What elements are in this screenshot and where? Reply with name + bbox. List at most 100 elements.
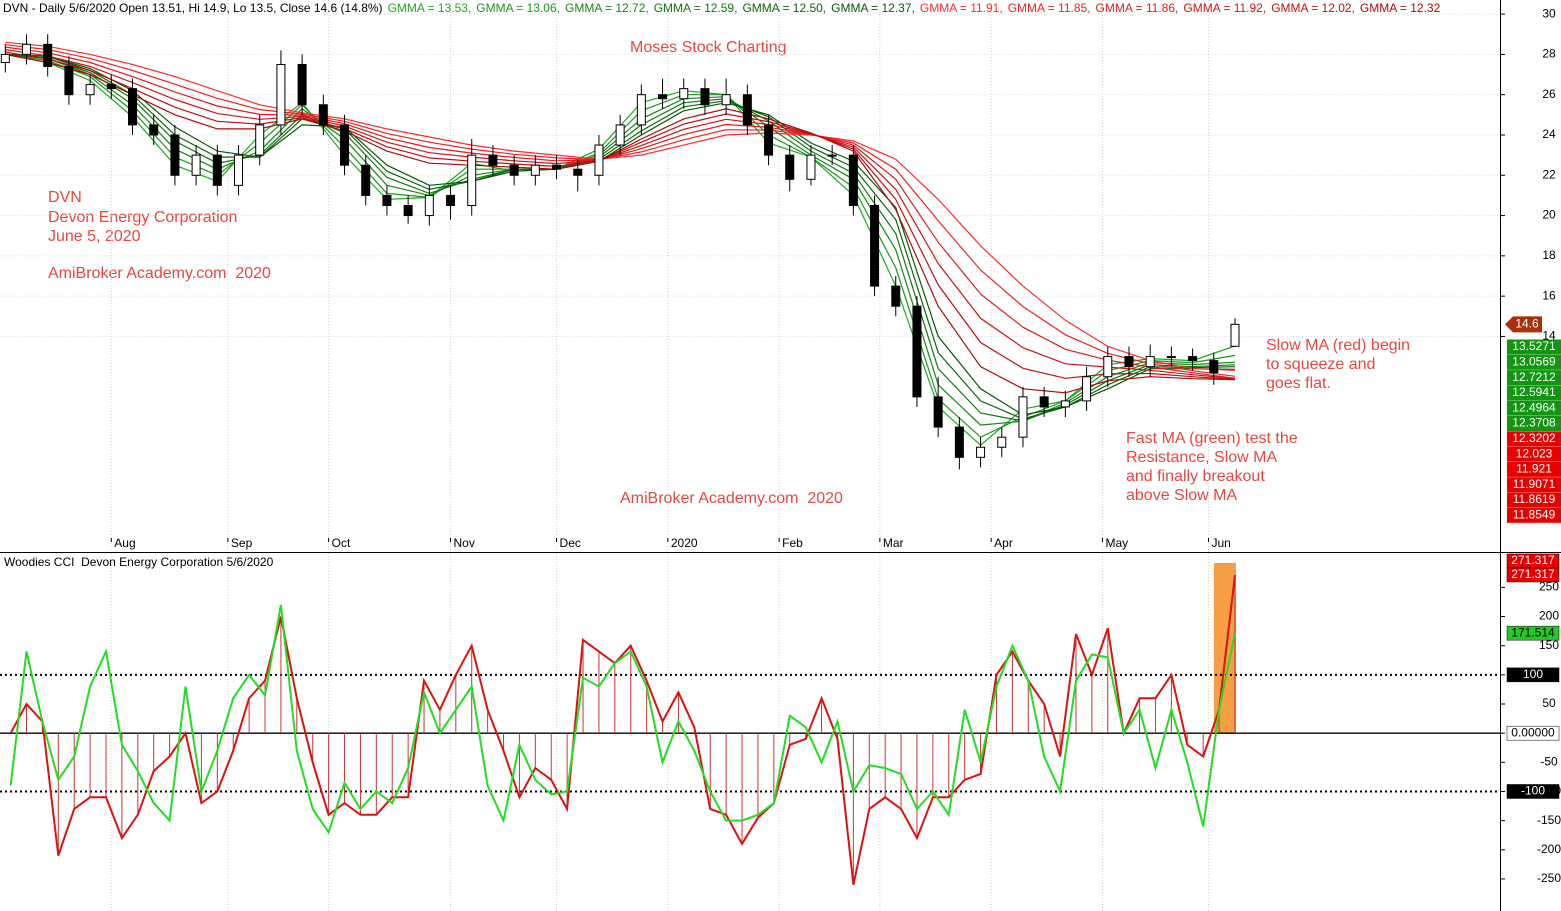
header-reading: GMMA = 11.92, — [1183, 1, 1266, 15]
header-reading: GMMA = 13.06, — [476, 1, 560, 15]
annotation: June 5, 2020 — [48, 228, 141, 245]
candle-body — [976, 446, 986, 458]
candle-body — [382, 194, 392, 206]
value-tag-label: 271.317 — [1511, 553, 1555, 567]
annotation: Slow MA (red) begin — [1266, 337, 1410, 354]
candle-body — [424, 194, 434, 217]
value-tag-label: -100 — [1521, 784, 1545, 798]
y-tick-label: -50 — [1540, 754, 1558, 768]
panel-title: Woodies CCI Devon Energy Corporation 5/6… — [4, 555, 274, 569]
value-tag — [1506, 784, 1560, 799]
candle-body — [615, 124, 625, 146]
x-tick-label: Sep — [231, 536, 253, 550]
candle-body — [403, 204, 413, 217]
candle-body — [1103, 356, 1113, 378]
candle-body — [255, 124, 265, 156]
annotation: Devon Energy Corporation — [48, 209, 237, 226]
price-tag — [1507, 446, 1561, 462]
y-tick-label: -250 — [1537, 871, 1561, 885]
y-tick-label: 150 — [1539, 638, 1559, 652]
value-tag-label: 271.317 — [1511, 567, 1555, 581]
price-tag — [1507, 339, 1561, 355]
annotation: AmiBroker Academy.com 2020 — [48, 265, 271, 282]
y-tick-label: -200 — [1537, 842, 1561, 856]
candle-body — [1060, 400, 1070, 408]
price-tag — [1507, 400, 1561, 416]
annotation: Resistance, Slow MA — [1126, 449, 1277, 466]
candle-body — [106, 84, 116, 90]
price-tag-label: 12.023 — [1516, 446, 1553, 460]
annotation: AmiBroker Academy.com 2020 — [620, 490, 843, 507]
price-tag-label: 11.9071 — [1513, 477, 1556, 491]
annotation: to squeeze and — [1266, 356, 1375, 373]
candle-body — [954, 426, 964, 458]
candle-body — [721, 94, 731, 106]
value-tag-label: 171.514 — [1511, 625, 1555, 639]
value-tag — [1506, 625, 1560, 641]
price-tag-label: 12.4964 — [1512, 400, 1556, 414]
header-reading: GMMA = 12.37, — [831, 1, 915, 15]
annotation: and finally breakout — [1126, 468, 1265, 485]
candle-body — [467, 154, 477, 206]
cci-line — [9, 574, 1236, 886]
candle-body — [64, 65, 74, 96]
candle-body — [1082, 376, 1092, 402]
price-tag — [1507, 461, 1561, 477]
candle-body — [212, 154, 222, 186]
price-tag-label: 12.7212 — [1512, 370, 1556, 384]
candle-body — [700, 88, 710, 106]
gmma-line — [5, 41, 1236, 371]
price-tag-label: 13.5271 — [1512, 339, 1556, 353]
cci-line — [9, 604, 1236, 835]
price-tag — [1507, 416, 1561, 431]
gmma-line — [5, 44, 1236, 377]
price-tag — [1507, 507, 1561, 523]
x-tick-label: Jun — [1211, 536, 1230, 550]
price-tag — [1507, 492, 1561, 508]
header-reading: GMMA = 13.53, — [388, 1, 472, 15]
candle-body — [361, 164, 371, 196]
candle-body — [870, 204, 880, 287]
y-tick-label: 28 — [1542, 47, 1556, 61]
candle-body — [530, 164, 540, 176]
candle-body — [848, 154, 858, 206]
candle-body — [509, 164, 519, 176]
candle-body — [1124, 356, 1134, 368]
value-tag-label: 0.00000 — [1511, 725, 1555, 739]
x-tick-label: 2020 — [671, 536, 698, 550]
candle-body — [891, 285, 901, 307]
header-reading: GMMA = 12.72, — [565, 1, 649, 15]
price-tag — [1507, 477, 1561, 493]
candle-body — [933, 396, 943, 428]
candle-body — [340, 124, 350, 166]
price-tag-label: 11.8549 — [1513, 507, 1556, 521]
y-tick-label: 22 — [1542, 167, 1556, 181]
price-tag — [1507, 431, 1561, 447]
price-tag-label: 12.5941 — [1512, 385, 1556, 399]
candle-body — [318, 104, 328, 126]
candle-body — [43, 43, 53, 67]
header-reading: GMMA = 12.02, — [1271, 1, 1355, 15]
price-tag-label: 11.921 — [1516, 462, 1552, 476]
candle-body — [827, 154, 837, 157]
y-tick-label: 20 — [1542, 208, 1556, 222]
y-tick-label: -150 — [1537, 813, 1561, 827]
value-tag — [1506, 725, 1560, 741]
price-tag — [1507, 370, 1561, 386]
x-tick-label: Oct — [332, 536, 351, 550]
annotation: goes flat. — [1266, 375, 1331, 392]
candle-body — [22, 43, 32, 55]
y-tick-label: 18 — [1542, 248, 1556, 262]
header-reading: GMMA = 12.59, — [654, 1, 738, 15]
candle-body — [997, 436, 1007, 448]
header-reading: GMMA = 11.85, — [1008, 1, 1091, 15]
candle-body — [85, 84, 95, 96]
candle-body — [658, 94, 668, 100]
value-tag — [1506, 567, 1560, 583]
candle-body — [552, 164, 562, 170]
annotation: DVN — [48, 189, 82, 206]
y-tick-label: 200 — [1539, 609, 1559, 623]
candle-body — [488, 154, 498, 166]
